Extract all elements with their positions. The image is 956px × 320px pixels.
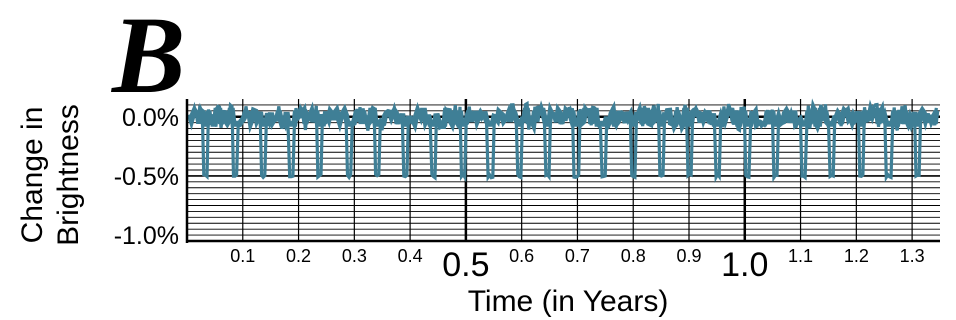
axes: [185, 99, 940, 243]
y-tick-label: -1.0%: [114, 222, 179, 250]
y-tick-label: -0.5%: [114, 163, 179, 191]
x-tick-label: 0.7: [565, 246, 590, 266]
x-tick-label: 0.2: [286, 246, 311, 266]
x-axis-title: Time (in Years): [468, 285, 669, 318]
x-tick-label: 1.2: [844, 246, 869, 266]
x-tick-label: 0.5: [442, 246, 489, 284]
x-tick-label: 1.0: [721, 246, 768, 284]
x-tick-label: 0.9: [676, 246, 701, 266]
y-tick-label: 0.0%: [122, 104, 179, 132]
x-tick-label: 1.3: [900, 246, 925, 266]
x-tick-label: 1.1: [788, 246, 813, 266]
series-band: [186, 99, 940, 136]
y-axis-title-line-1: Change in: [16, 107, 49, 244]
series-light-curve: [186, 98, 940, 183]
panel-label: B: [110, 0, 185, 116]
x-tick-labels: 0.1 0.2 0.3 0.4 0.5 0.6 0.7 0.8 0.9 1.0 1.1 1.2 1.3: [230, 246, 924, 284]
y-axis-title: Change in Brightness: [16, 104, 85, 246]
x-tick-label: 0.6: [509, 246, 534, 266]
x-tick-label: 0.4: [398, 246, 423, 266]
x-tick-label: 0.8: [621, 246, 646, 266]
y-axis-title-line-2: Brightness: [52, 104, 85, 246]
x-tick-label: 0.3: [342, 246, 367, 266]
x-tick-label: 0.1: [230, 246, 255, 266]
y-tick-labels: 0.0% -0.5% -1.0%: [114, 104, 179, 250]
